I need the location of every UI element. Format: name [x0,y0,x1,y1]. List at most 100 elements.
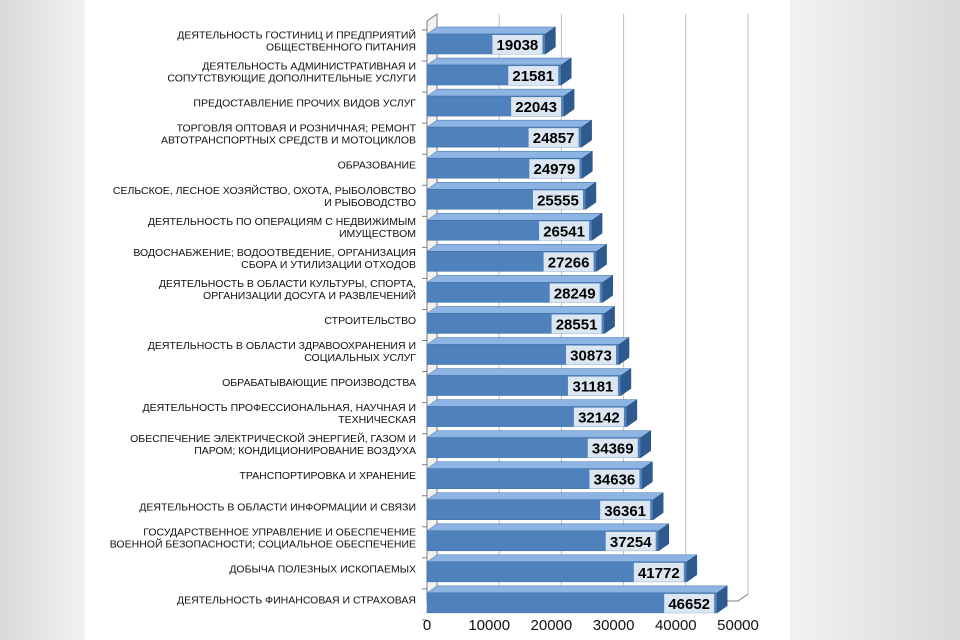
category-label: ТОРГОВЛЯ ОПТОВАЯ И РОЗНИЧНАЯ; РЕМОНТ АВТО… [161,123,417,147]
bar-top-face [426,26,557,35]
bar-side-face [604,305,615,334]
bar-side-face [640,430,652,459]
bar: 27266 [426,243,608,272]
category-label-line: ИМУЩЕСТВОМ [339,228,416,240]
data-label-box [511,97,562,117]
right-background-panel [790,0,960,640]
data-label-box [539,221,590,241]
bar-top-face [426,337,630,345]
category-label-line: ТЕХНИЧЕСКАЯ [338,414,416,426]
bar: 26541 [426,212,603,241]
data-label: 41772 [638,565,680,582]
bar-top-face [426,244,608,252]
bar-side-face [545,26,556,55]
category-label-line: ДЕЯТЕЛЬНОСТЬ ПО ОПЕРАЦИЯМ С НЕДВИЖИМЫМ [148,216,416,228]
category-label-line: ДЕЯТЕЛЬНОСТЬ ПРОФЕССИОНАЛЬНАЯ, НАУЧНАЯ И [143,402,416,414]
category-label-layer: ДЕЯТЕЛЬНОСТЬ ГОСТИНИЦ И ПРЕДПРИЯТИЙ ОБЩЕС… [110,29,417,607]
data-label: 24857 [533,130,575,147]
bar: 24979 [426,150,594,179]
bar-top-face [426,275,614,283]
category-label: ГОСУДАРСТВЕННОЕ УПРАВЛЕНИЕ И ОБЕСПЕЧЕНИЕ… [110,526,416,550]
bar: 41772 [426,554,698,583]
data-label: 36361 [604,503,646,520]
x-tick-label: 20000 [531,617,573,634]
category-label-line: ДЕЯТЕЛЬНОСТЬ АДМИНИСТРАТИВНАЯ И [202,61,416,73]
bar-top-face [426,368,632,376]
data-label-box [508,66,559,86]
category-label: ДЕЯТЕЛЬНОСТЬ ГОСТИНИЦ И ПРЕДПРИЯТИЙ ОБЩЕС… [177,29,416,54]
category-label-line: ТОРГОВЛЯ ОПТОВАЯ И РОЗНИЧНАЯ; РЕМОНТ [177,123,417,135]
category-label-line: ПАРОМ; КОНДИЦИОНИРОВАНИЕ ВОЗДУХА [194,445,416,457]
bar: 28249 [426,274,614,303]
bar-layer: 19038 21581 22043 24857 24979 25555 26541 27266… [426,26,728,614]
category-label-line: И РЫБОВОДСТВО [324,197,416,209]
data-label-box [492,35,543,54]
data-label: 27266 [548,254,590,271]
bar-side-face [716,585,728,614]
x-tick-label: 0 [423,617,431,634]
bar: 22043 [426,88,575,117]
x-tick-label: 10000 [468,617,510,634]
category-label-line: ВОЕННОЙ БЕЗОПАСНОСТИ; СОЦИАЛЬНОЕ ОБЕСПЕЧ… [110,537,416,550]
data-label-box [532,190,583,210]
category-label-line: ОБРАБАТЫВАЮЩИЕ ПРОИЗВОДСТВА [222,377,416,389]
bar-top-face [426,461,654,469]
data-label-box [543,252,594,272]
data-label-box [566,345,617,365]
bar-side-face [620,368,632,397]
category-label-line: АВТОТРАНСПОРТНЫХ СРЕДСТВ И МОТОЦИКЛОВ [161,135,416,147]
category-label-line: ОБРАЗОВАНИЕ [338,160,416,172]
x-tick-label: 30000 [593,617,635,634]
category-label: ВОДОСНАБЖЕНИЕ; ВОДООТВЕДЕНИЕ, ОРГАНИЗАЦИ… [133,247,416,271]
bar: 46652 [426,585,728,614]
bar-side-face [686,554,698,583]
left-background-panel [0,0,85,640]
data-label: 28249 [554,285,596,302]
category-label-line: ДЕЯТЕЛЬНОСТЬ ФИНАНСОВАЯ И СТРАХОВАЯ [177,594,416,606]
bar: 24857 [426,119,593,148]
category-label-line: ГОСУДАРСТВЕННОЕ УПРАВЛЕНИЕ И ОБЕСПЕЧЕНИЕ [143,526,416,538]
category-label-line: ОБЩЕСТВЕННОГО ПИТАНИЯ [266,42,416,54]
data-label: 28551 [556,316,598,333]
category-label-line: СТРОИТЕЛЬСТВО [324,315,416,327]
bar-side-face [658,523,669,552]
category-label-line: ДЕЯТЕЛЬНОСТЬ В ОБЛАСТИ КУЛЬТУРЫ, СПОРТА, [159,278,416,290]
category-label-line: СЕЛЬСКОЕ, ЛЕСНОЕ ХОЗЯЙСТВО, ОХОТА, РЫБОЛ… [113,184,416,197]
category-label-line: ДЕЯТЕЛЬНОСТЬ ГОСТИНИЦ И ПРЕДПРИЯТИЙ [177,29,416,42]
bar-top-face [426,119,593,128]
bar-top-face [426,430,652,438]
data-label-box [528,128,579,148]
category-label-line: СОЦИАЛЬНЫХ УСЛУГ [304,352,416,364]
bar-top-face [426,88,575,97]
category-label: ДЕЯТЕЛЬНОСТЬ ФИНАНСОВАЯ И СТРАХОВАЯ [177,594,416,606]
bar-side-face [581,119,592,148]
bar: 30873 [426,337,630,365]
bar-side-face [596,243,607,272]
data-label-box [587,438,638,458]
bar-side-face [560,57,572,86]
bar: 32142 [426,399,638,428]
bar-top-face [426,213,603,221]
data-label: 25555 [537,192,579,209]
bar: 34369 [426,430,652,459]
x-tick-label: 50000 [717,617,759,634]
bar-side-face [585,181,597,210]
data-label: 37254 [610,534,652,551]
bar: 31181 [426,368,632,397]
bar: 34636 [426,461,654,490]
bar-side-face [591,212,603,241]
category-label-line: ВОДОСНАБЖЕНИЕ; ВОДООТВЕДЕНИЕ, ОРГАНИЗАЦИ… [133,247,416,259]
data-label-box [605,531,656,551]
category-label: ОБРАБАТЫВАЮЩИЕ ПРОИЗВОДСТВА [222,377,416,389]
bar-side-face [642,461,653,490]
bar-side-face [563,88,575,117]
bar-side-face [626,399,638,428]
category-label-line: СОПУТСТВУЮЩИЕ ДОПОЛНИТЕЛЬНЫЕ УСЛУГИ [167,73,416,85]
data-label: 22043 [515,99,557,116]
data-label-box [567,376,618,396]
bar-side-face [652,492,664,521]
category-label-line: ОРГАНИЗАЦИИ ДОСУГА И РАЗВЛЕЧЕНИЙ [203,289,416,302]
category-label: СЕЛЬСКОЕ, ЛЕСНОЕ ХОЗЯЙСТВО, ОХОТА, РЫБОЛ… [113,184,416,209]
bar-side-face [582,150,593,179]
